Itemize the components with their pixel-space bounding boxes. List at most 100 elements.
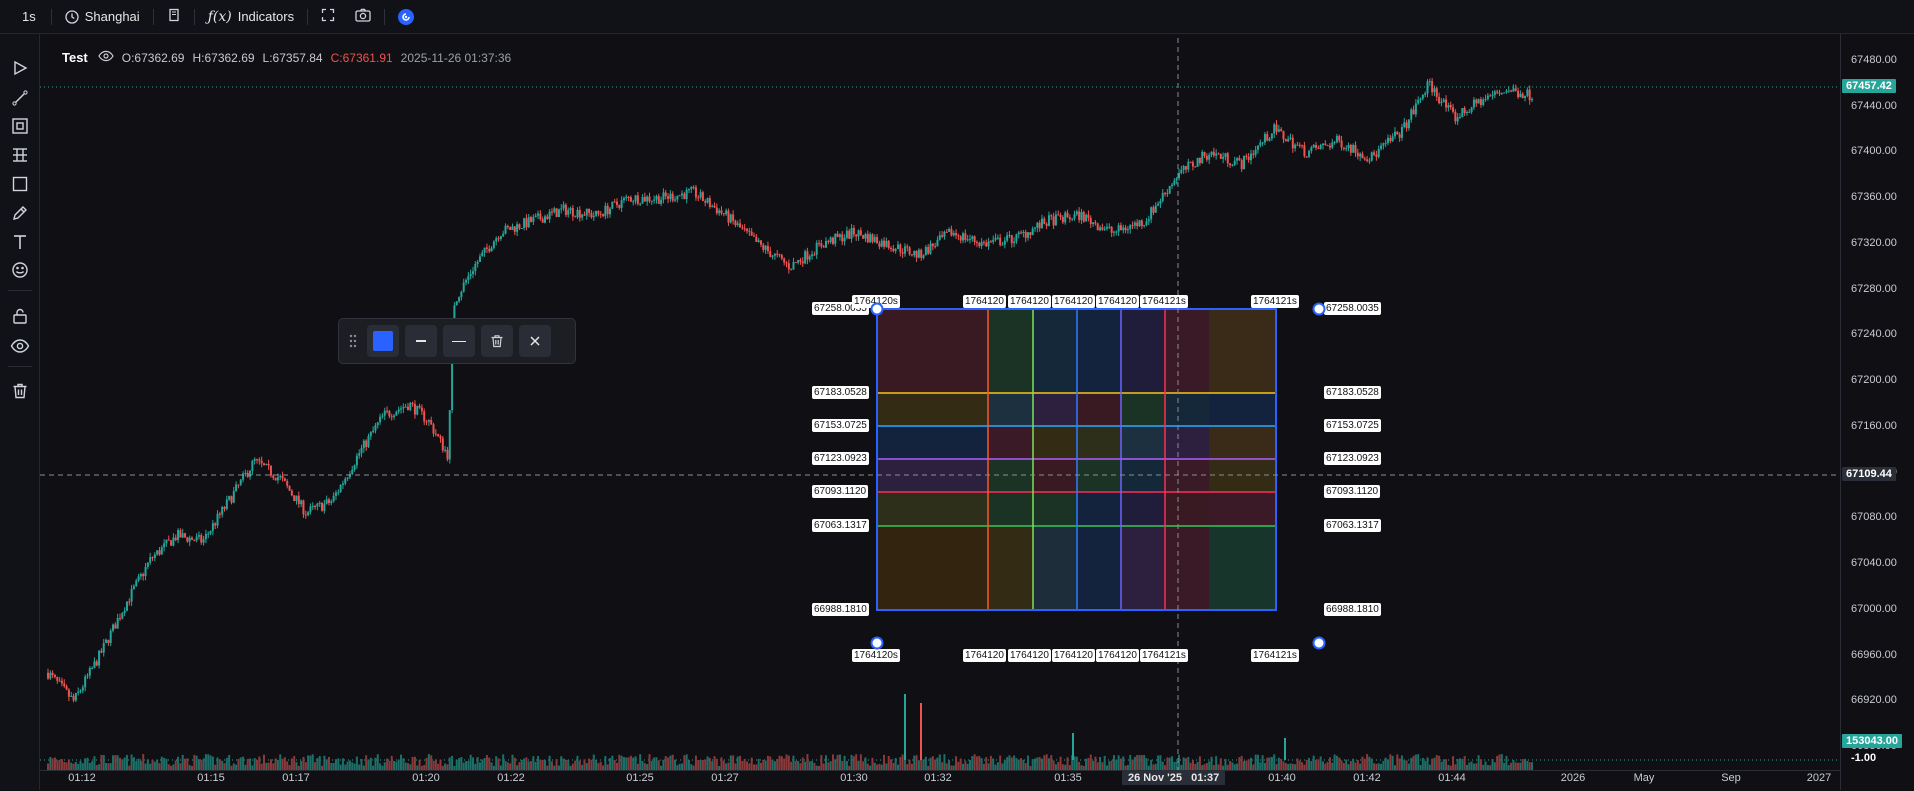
volume-bar — [766, 755, 769, 770]
fib-grid-drawing[interactable] — [876, 308, 1277, 611]
candle-body — [873, 237, 876, 242]
volume-bar — [1210, 756, 1213, 770]
cursor-icon[interactable] — [8, 56, 32, 80]
candle-body — [153, 554, 156, 558]
candle-body — [474, 264, 477, 272]
candle-body — [1461, 107, 1464, 118]
candle-body — [485, 247, 488, 249]
drawing-handle-top-right[interactable] — [1312, 302, 1326, 316]
volume-bar — [609, 758, 612, 770]
volume-bar — [1066, 757, 1069, 770]
price-axis[interactable] — [1840, 34, 1914, 790]
candle-body — [1321, 143, 1324, 146]
candle-body — [1282, 131, 1285, 140]
pencil-icon[interactable] — [8, 201, 32, 225]
volume-bar — [91, 761, 94, 770]
candle-body — [1171, 184, 1174, 186]
volume-bar — [344, 764, 347, 770]
square-icon[interactable] — [8, 172, 32, 196]
time-tick-label: 01:32 — [924, 772, 952, 784]
volume-bar — [339, 764, 342, 770]
volume-bar — [121, 759, 124, 770]
volume-bar — [249, 758, 252, 770]
candle-body — [999, 237, 1002, 245]
volume-bar — [657, 760, 660, 770]
screenshot-button[interactable] — [345, 0, 381, 34]
candle-body — [1370, 152, 1373, 161]
volume-bar — [462, 762, 465, 770]
logo-button[interactable] — [388, 0, 424, 34]
volume-bar — [797, 760, 800, 770]
trash-icon[interactable] — [8, 379, 32, 403]
text-tool-icon[interactable] — [8, 230, 32, 254]
volume-bar — [859, 754, 862, 770]
candle-body — [411, 402, 414, 404]
volume-bar — [1205, 763, 1208, 770]
drag-handle-icon[interactable] — [345, 325, 361, 357]
visibility-eye-icon[interactable] — [98, 50, 114, 65]
candle-body — [643, 197, 646, 202]
volume-bar — [1275, 764, 1278, 770]
time-axis[interactable] — [40, 770, 1840, 791]
color-swatch-button[interactable] — [367, 325, 399, 357]
volume-bar — [1447, 764, 1450, 770]
volume-bar — [190, 765, 193, 770]
candle-body — [794, 262, 797, 264]
timezone-button[interactable]: Shanghai — [55, 0, 150, 34]
candle-body — [588, 208, 591, 213]
emoji-icon[interactable] — [8, 258, 32, 282]
candle-body — [130, 588, 133, 602]
drawing-handle-top-left[interactable] — [870, 302, 884, 316]
template-button[interactable] — [157, 0, 191, 34]
volume-bar — [100, 754, 103, 770]
volume-bar — [681, 763, 684, 770]
rectangle-tool-icon[interactable] — [8, 114, 32, 138]
indicators-button[interactable]: ƒ(x) Indicators — [198, 0, 304, 34]
volume-bar — [908, 759, 911, 770]
trend-line-icon[interactable] — [8, 86, 32, 110]
candle-body — [1400, 126, 1403, 138]
candle-body — [439, 436, 442, 439]
drawing-handle-bottom-right[interactable] — [1312, 636, 1326, 650]
candle-body — [1391, 136, 1394, 142]
close-button[interactable] — [519, 325, 551, 357]
candle-body — [783, 258, 786, 263]
candle-body — [1328, 145, 1331, 148]
volume-bar — [1103, 755, 1106, 770]
volume-bar — [209, 755, 212, 770]
candle-body — [1291, 137, 1294, 149]
volume-bar — [504, 760, 507, 770]
candle-body — [1287, 138, 1290, 142]
volume-bar — [955, 756, 958, 770]
candle-body — [869, 234, 872, 243]
volume-bar — [237, 758, 240, 770]
volume-bar — [416, 765, 419, 770]
drawing-handle-bottom-left[interactable] — [870, 636, 884, 650]
candle-body — [1263, 133, 1266, 143]
fullscreen-button[interactable] — [311, 0, 345, 34]
line-style-button[interactable] — [443, 325, 475, 357]
volume-bar — [420, 765, 423, 770]
fib-channel-icon[interactable] — [8, 143, 32, 167]
volume-bar — [149, 763, 152, 770]
candle-body — [676, 195, 679, 200]
candle-body — [1524, 95, 1527, 98]
candle-body — [966, 239, 969, 241]
candle-body — [1510, 90, 1513, 92]
eye-icon[interactable] — [8, 334, 32, 358]
volume-bar — [1059, 756, 1062, 770]
delete-button[interactable] — [481, 325, 513, 357]
lock-icon[interactable] — [8, 304, 32, 328]
candle-body — [307, 512, 310, 516]
candle-body — [618, 204, 621, 208]
candle-body — [244, 472, 247, 474]
candle-body — [1396, 131, 1399, 135]
volume-bar — [300, 760, 303, 770]
resolution-button[interactable]: 1s — [22, 9, 36, 24]
candle-body — [613, 201, 616, 203]
line-width-button[interactable] — [405, 325, 437, 357]
candle-body — [922, 255, 925, 258]
candle-body — [732, 214, 735, 221]
candle-body — [1224, 153, 1227, 157]
